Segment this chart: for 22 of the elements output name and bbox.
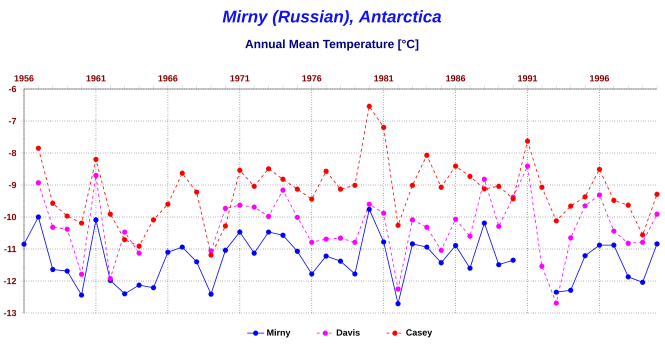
y-tick-label: -7 [8,118,16,124]
y-tick-label: -13 [4,310,16,316]
y-tick-label: -8 [8,150,16,156]
y-tick-label: -12 [4,278,16,284]
x-tick-label: 1971 [230,75,250,82]
y-tick-label: -9 [8,182,16,188]
x-tick-label: 1996 [590,75,610,82]
y-tick-label: -11 [4,246,16,252]
x-tick-label: 1976 [302,75,322,82]
x-tick-label: 1981 [374,75,394,82]
x-tick-label: 1961 [86,75,106,82]
y-tick-label: -10 [4,214,16,220]
x-tick-label: 1991 [518,75,538,82]
legend-label: Casey [406,329,432,338]
x-tick-label: 1956 [14,75,34,82]
x-tick-label: 1966 [158,75,178,82]
legend-label: Mirny [267,329,290,338]
chart-subtitle: Annual Mean Temperature [°C] [245,39,418,51]
chart-title: Mirny (Russian), Antarctica [222,10,442,26]
legend-label: Davis [336,329,360,336]
y-tick-label: -6 [8,86,16,92]
x-tick-label: 1986 [446,75,466,82]
